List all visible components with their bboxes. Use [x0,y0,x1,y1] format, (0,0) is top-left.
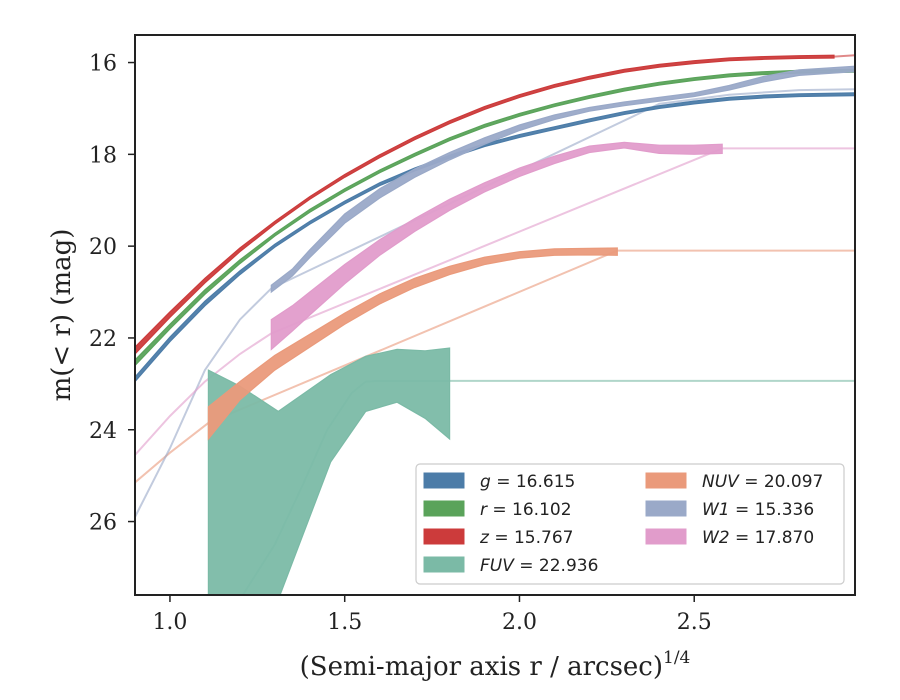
x-axis-title: (Semi-major axis r / arcsec)1/4 [300,648,691,682]
plot-area [135,54,855,595]
profile-band-w2 [270,141,723,351]
x-tick-label: 1.5 [327,610,362,635]
y-tick-label: 24 [89,419,117,444]
x-tick-label: 2.5 [677,610,712,635]
extrapolation-line-z [833,54,855,58]
legend-swatch-fuv [423,556,465,573]
legend-label-nuv: NUV = 20.097 [702,472,823,492]
y-tick-label: 18 [89,143,117,168]
legend-swatch-nuv [645,472,687,489]
axes: 1.0 1.5 2.0 2.5 16 18 20 22 24 26 (Semi-major axis… [47,52,712,682]
legend-swatch-w1 [645,500,687,517]
profile-band-w1 [270,65,855,294]
legend-label-fuv: FUV = 22.936 [480,556,598,576]
legend: g = 16.615 r = 16.102 z = 15.767 FUV = 22.9… [415,463,845,585]
legend-label-z: z = 15.767 [479,528,573,548]
profile-band-g [135,92,855,383]
y-axis-title: m(< r) (mag) [47,229,77,402]
plot-frame [134,34,856,596]
profile-band-r [135,68,855,367]
y-tick-label: 16 [89,52,117,77]
profile-band-fuv [207,347,451,595]
x-tick-label: 2.0 [502,610,537,635]
profile-band-nuv [207,247,618,441]
y-tick-label: 22 [89,327,117,352]
legend-label-r: r = 16.102 [480,500,572,520]
legend-swatch-z [423,528,465,545]
profile-band-z [135,54,835,355]
y-tick-label: 20 [89,235,117,260]
legend-label-g: g = 16.615 [480,472,575,492]
legend-swatch-g [423,472,465,489]
legend-label-w2: W2 = 17.870 [702,528,814,548]
legend-swatch-w2 [645,528,687,545]
legend-label-w1: W1 = 15.336 [702,500,814,520]
x-tick-label: 1.0 [152,610,187,635]
legend-box [415,463,845,585]
y-tick-label: 26 [89,511,117,536]
legend-swatch-r [423,500,465,517]
